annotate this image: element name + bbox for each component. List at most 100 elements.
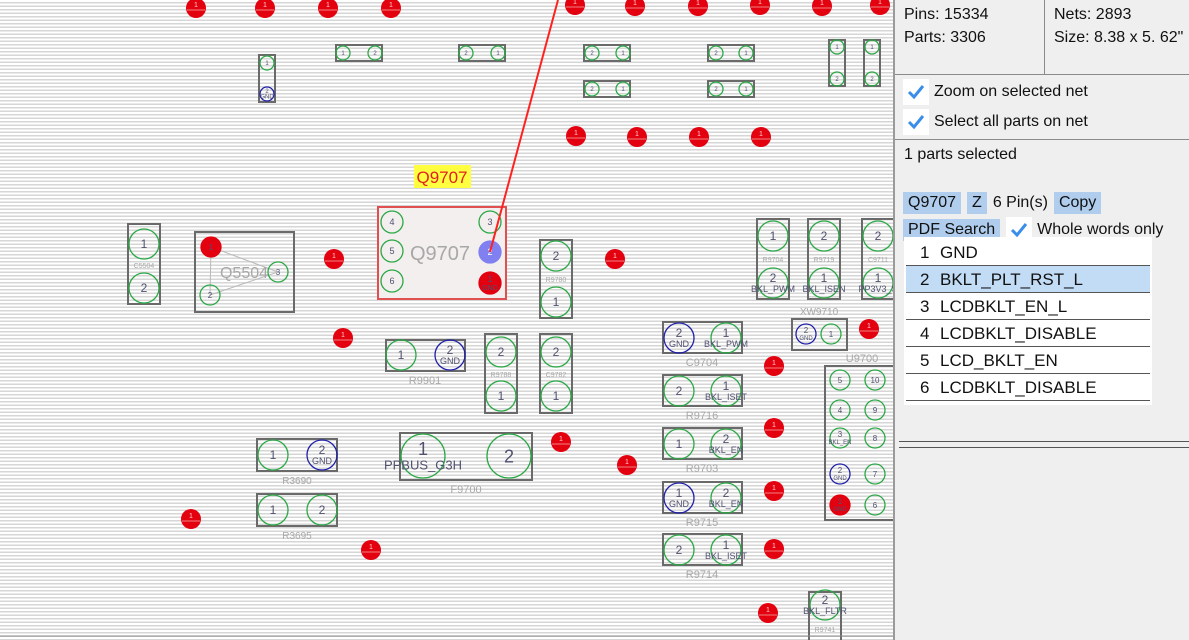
pin[interactable]: 2 <box>367 45 383 61</box>
via[interactable]: 1 <box>764 418 784 438</box>
via[interactable]: 1 <box>381 0 401 18</box>
pin[interactable]: 2 <box>829 71 845 87</box>
via[interactable]: 1 <box>551 432 571 452</box>
part-r9719[interactable]: R9719 <box>807 218 841 300</box>
pin[interactable]: 1 <box>540 380 572 412</box>
via[interactable]: 1 <box>812 0 832 16</box>
pdf-search-button[interactable]: PDF Search <box>903 219 1001 241</box>
pin[interactable]: 6 <box>380 269 404 293</box>
part-unnamed[interactable] <box>707 80 755 98</box>
via[interactable]: 1 <box>870 0 890 15</box>
via[interactable]: 1 <box>764 356 784 376</box>
part-r9788[interactable]: R9788 <box>484 333 518 414</box>
pin[interactable]: 1 <box>490 45 506 61</box>
via[interactable]: 1 <box>764 539 784 559</box>
select-all-parts-checkbox[interactable]: Select all parts on net <box>895 107 1189 137</box>
part-xw9710[interactable]: XW9710 <box>791 307 848 351</box>
pin[interactable]: 2 <box>663 375 695 407</box>
pin-list-row[interactable]: 4 LCDBKLT_DISABLE <box>906 320 1150 347</box>
pin[interactable]: 2 <box>808 220 840 252</box>
zoom-on-net-checkbox[interactable]: Zoom on selected net <box>895 77 1189 107</box>
part-r9741[interactable]: R9741 <box>808 591 842 640</box>
copy-button[interactable]: Copy <box>1053 192 1102 214</box>
pin[interactable]: 2 <box>540 336 572 368</box>
pin[interactable]: 7 <box>864 463 886 485</box>
pin-list-row[interactable]: 6 LCDBKLT_DISABLE <box>906 374 1150 401</box>
pin[interactable]: 2 <box>862 220 893 252</box>
via[interactable]: 1 <box>688 0 708 16</box>
pin[interactable]: 2 <box>540 240 572 272</box>
pin[interactable]: 1 <box>829 39 845 55</box>
part-r9780[interactable]: R9780 <box>539 239 573 319</box>
part-unnamed[interactable] <box>707 44 755 62</box>
pin[interactable]: 10 <box>864 369 886 391</box>
pin[interactable]: 2 <box>584 81 600 97</box>
pin[interactable]: 1 <box>757 220 789 252</box>
via[interactable]: 1 <box>361 540 381 560</box>
via[interactable]: 1 <box>186 0 206 18</box>
pin[interactable]: 1 <box>820 323 842 345</box>
pin[interactable]: 1 <box>128 228 160 260</box>
via[interactable]: 1 <box>255 0 275 18</box>
pin[interactable]: 1 <box>335 45 351 61</box>
pin[interactable]: 2 <box>864 71 880 87</box>
via[interactable]: 1 <box>689 127 709 147</box>
zoom-part-button[interactable]: Z <box>967 192 987 214</box>
part-c9704[interactable]: C9704 <box>662 321 743 369</box>
pin-list-row[interactable]: 5 LCD_BKLT_EN <box>906 347 1150 374</box>
part-r9703[interactable]: R9703 <box>662 427 743 475</box>
via[interactable]: 1 <box>625 0 645 16</box>
pin[interactable]: 1 <box>385 339 417 371</box>
pin[interactable]: 4 <box>380 210 404 234</box>
via[interactable]: 1 <box>859 319 879 339</box>
via[interactable]: 1 <box>324 249 344 269</box>
part-q5504[interactable]: Q5504 <box>194 231 295 313</box>
part-c9782[interactable]: C9782 <box>539 333 573 414</box>
via[interactable]: 1 <box>627 127 647 147</box>
pin[interactable]: 1 <box>864 39 880 55</box>
pin[interactable]: 2 <box>708 45 724 61</box>
pin[interactable]: 1 <box>257 439 289 471</box>
pin-list-row[interactable]: 2 BKLT_PLT_RST_L <box>906 266 1150 293</box>
pin[interactable]: 8 <box>864 427 886 449</box>
pin[interactable]: 2 <box>128 272 160 304</box>
pin-list-row[interactable]: 1 GND <box>906 239 1150 266</box>
pin[interactable]: 1 <box>200 236 222 258</box>
part-name-button[interactable]: Q9707 <box>903 192 962 214</box>
pin[interactable]: 2 <box>486 433 532 479</box>
via[interactable]: 1 <box>764 481 784 501</box>
via[interactable]: 1 <box>318 0 338 18</box>
pin[interactable]: 2 <box>663 534 695 566</box>
via[interactable]: 1 <box>181 509 201 529</box>
via[interactable]: 1 <box>750 0 770 15</box>
pin[interactable]: 2 <box>584 45 600 61</box>
via[interactable]: 1 <box>751 127 771 147</box>
board-canvas[interactable]: C5504 1 2 Q5504 1 2 3 Q9707 4 5 6 3 2 1 GND R9901 1 2 GND R… <box>0 0 893 640</box>
pin[interactable]: 6 <box>864 494 886 516</box>
pin[interactable]: 1 <box>615 81 631 97</box>
pin[interactable]: 3 <box>267 261 289 283</box>
pin[interactable]: 1 <box>738 81 754 97</box>
via[interactable]: 1 <box>565 0 585 15</box>
part-r9714[interactable]: R9714 <box>662 533 743 581</box>
pin-list-row[interactable]: 3 LCDBKLT_EN_L <box>906 293 1150 320</box>
part-r9704[interactable]: R9704 <box>756 218 790 300</box>
via[interactable]: 1 <box>758 603 778 623</box>
pin[interactable]: 2 <box>458 45 474 61</box>
